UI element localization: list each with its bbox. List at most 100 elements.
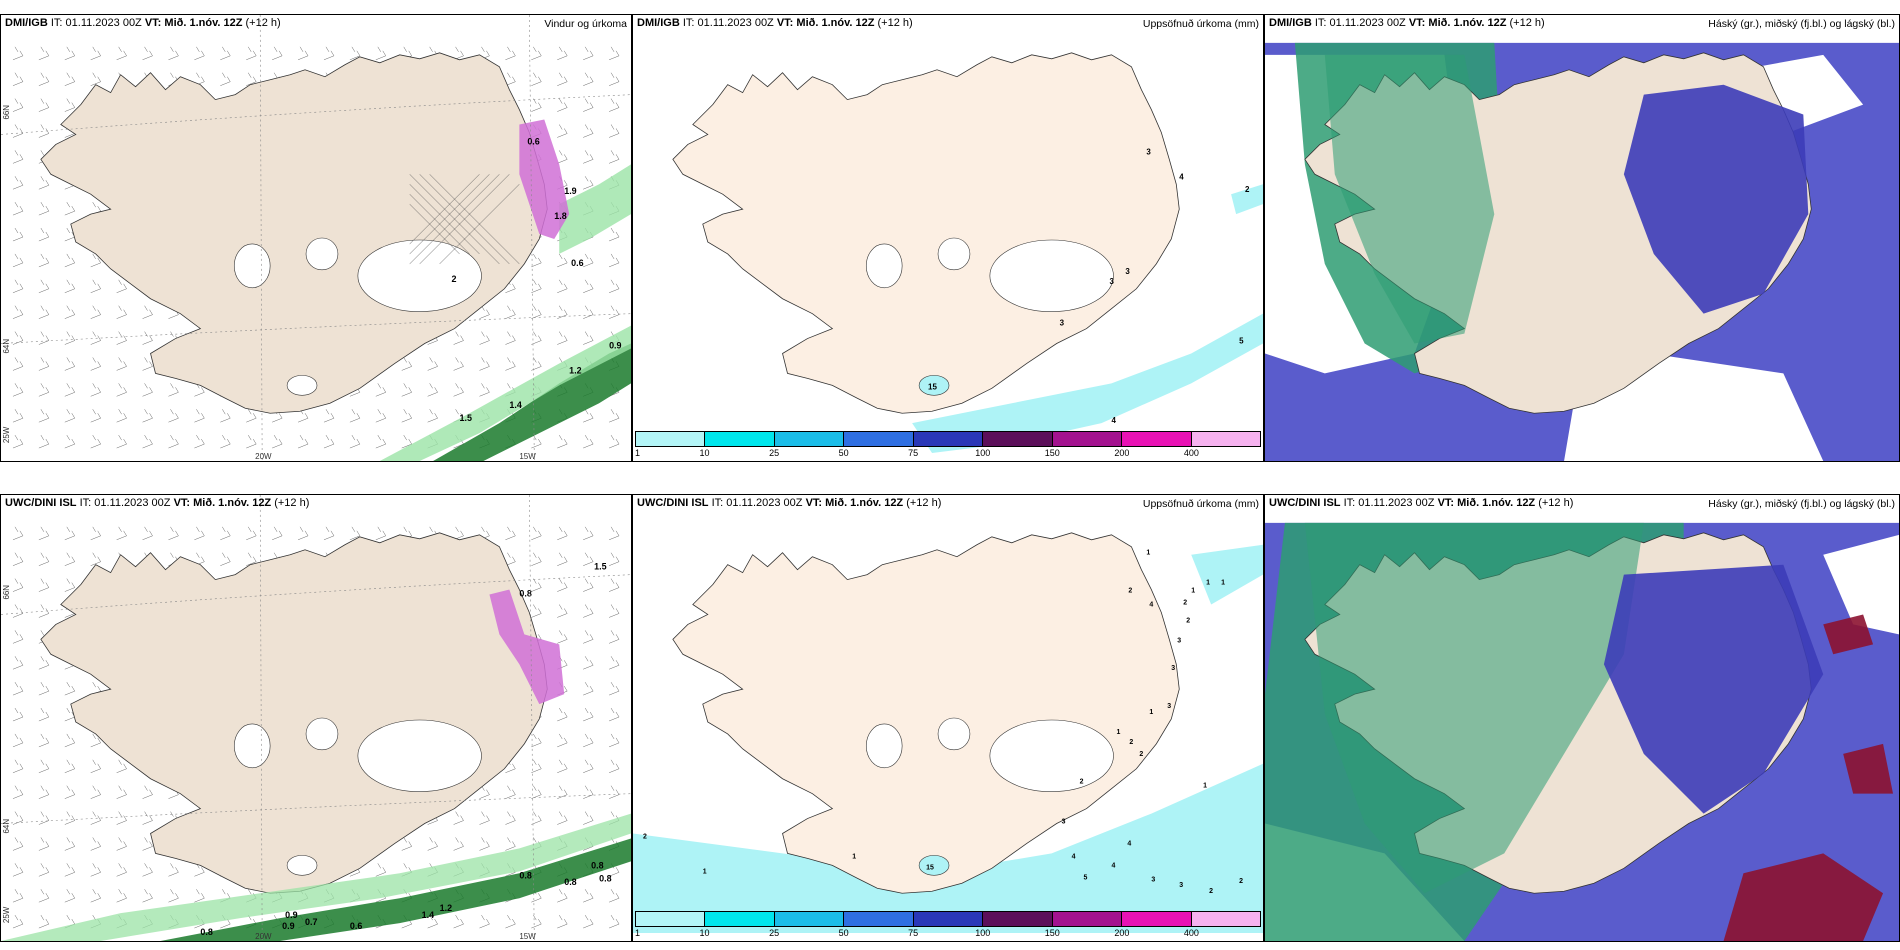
vt-value: Mið. 1.nóv. 12Z [164, 17, 243, 29]
wind-barb [116, 434, 127, 449]
it-value: 01.11.2023 00Z [697, 17, 774, 29]
precip-label: 1.9 [564, 186, 576, 196]
wind-barb [90, 863, 101, 877]
precip-label: 0.8 [519, 589, 531, 599]
wind-barb [12, 434, 24, 449]
wind-barb [12, 305, 24, 319]
wind-barb [427, 837, 438, 851]
wind-barb [608, 682, 620, 696]
wind-barb [608, 253, 620, 268]
wind-barb [531, 357, 542, 371]
panel-header: UWC/DINI ISL IT: 01.11.2023 00Z VT: Mið.… [633, 495, 1263, 521]
lon-label-20: 20W [255, 932, 272, 941]
precip-label: 1 [1191, 588, 1195, 595]
wind-barb [505, 837, 516, 851]
lead-time: (+12 h) [274, 497, 310, 509]
lead-time: (+12 h) [245, 17, 281, 29]
precip-label: 4 [1149, 602, 1153, 609]
colorbar-label: 10 [699, 928, 710, 938]
wind-barb [38, 682, 50, 696]
wind-barb [142, 331, 153, 345]
wind-barb [90, 526, 101, 541]
wind-barb [168, 383, 179, 397]
precip-label: 3 [1151, 876, 1155, 883]
wind-barb [116, 889, 127, 903]
wind-barb [38, 863, 50, 877]
precip-label: 0.8 [599, 873, 611, 883]
wind-barb [401, 357, 412, 371]
wind-barb [90, 46, 101, 61]
wind-barb [116, 331, 127, 345]
wind-barb [116, 759, 127, 773]
wind-barb [38, 785, 50, 799]
wind-barb [557, 578, 568, 592]
wind-barb [142, 811, 153, 825]
colorbar-label: 75 [908, 448, 919, 458]
wind-barb [116, 811, 127, 825]
wind-barb [194, 434, 205, 449]
wind-barb [38, 552, 50, 566]
glacier-langjokull [865, 243, 903, 289]
precip-label: 2 [1139, 751, 1143, 758]
wind-barb [349, 409, 361, 423]
wind-barb [64, 785, 75, 799]
precip-label: 1 [1116, 729, 1120, 736]
wind-barb [608, 707, 620, 722]
precip-label: 4 [1127, 840, 1131, 847]
wind-barb [297, 434, 309, 449]
wind-barb [557, 526, 568, 541]
glacier-myrdalsjokull [918, 375, 950, 396]
it-value: 01.11.2023 00Z [726, 497, 803, 509]
wind-barb [38, 409, 50, 423]
precip-label: 5 [1084, 874, 1088, 881]
precip-label: 1 [1203, 783, 1207, 790]
wind-barb [608, 785, 620, 799]
wind-barb [64, 682, 75, 696]
wind-barb [38, 357, 50, 371]
wind-barb [194, 526, 205, 541]
convective-east [489, 589, 565, 705]
wind-barb [220, 552, 231, 566]
panel-header: DMI/IGB IT: 01.11.2023 00Z VT: Mið. 1.nó… [1265, 15, 1899, 41]
wind-barb [64, 863, 75, 877]
wind-barb [12, 150, 24, 164]
wind-barb [583, 811, 594, 825]
wind-barb [12, 46, 24, 61]
wind-barb [12, 383, 24, 397]
panel-title: Háský (gr.), miðský (fj.bl.) og lágský (… [1708, 18, 1895, 30]
wind-barb [38, 98, 50, 112]
wind-barb [531, 552, 542, 566]
wind-barb [583, 124, 594, 138]
it-value: 01.11.2023 00Z [94, 497, 171, 509]
wind-barb [220, 409, 231, 423]
precip-label: 1.5 [594, 562, 606, 572]
colorbar-label: 50 [838, 448, 849, 458]
panel-uwc-wind-precip: UWC/DINI ISL IT: 01.11.2023 00Z VT: Mið.… [0, 494, 632, 942]
colorbar-labels: 1 10 25 50 75 100 150 200 400 [635, 447, 1261, 459]
vt-label: VT: [1437, 497, 1455, 509]
vt-value: Mið. 1.nóv. 12Z [796, 17, 875, 29]
wind-barb [116, 383, 127, 397]
wind-barb [583, 305, 594, 319]
wind-barb [608, 98, 620, 112]
precip-label: 2 [1186, 617, 1190, 624]
wind-barb [38, 253, 50, 268]
wind-barb [64, 202, 75, 216]
precip-label: 4 [1111, 416, 1116, 425]
wind-barb [90, 733, 101, 748]
wind-barb [583, 914, 594, 929]
precip-label: 1 [1149, 709, 1153, 716]
wind-barb [12, 227, 24, 242]
panel-uwc-clouds: UWC/DINI ISL IT: 01.11.2023 00Z VT: Mið.… [1264, 494, 1900, 942]
wind-barb [64, 552, 75, 566]
wind-barb [557, 630, 568, 644]
wind-barb [38, 176, 50, 190]
wind-barb [272, 526, 283, 541]
wind-barb [64, 46, 75, 61]
wind-barb [583, 176, 594, 190]
wind-barb [557, 279, 568, 293]
precip-label: 1.2 [440, 903, 452, 913]
precip-label: 1 [1146, 550, 1150, 557]
wind-barb [583, 656, 594, 670]
wind-barb [531, 98, 542, 112]
